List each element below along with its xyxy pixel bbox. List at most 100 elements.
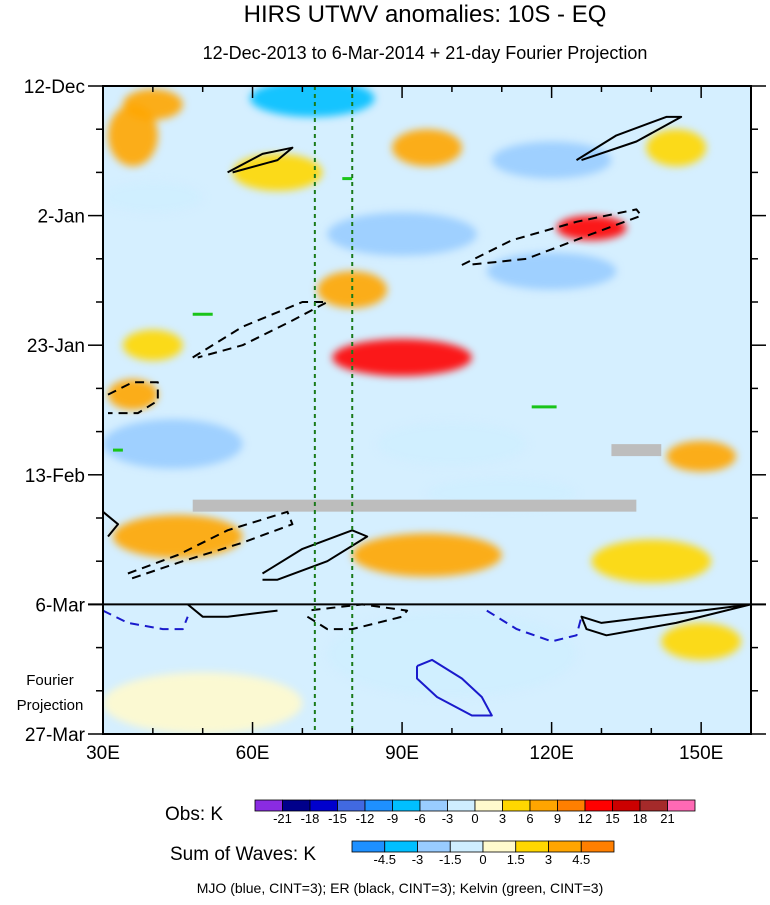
er-contour-6	[127, 510, 294, 581]
anomaly-cell-9	[327, 212, 477, 256]
legend-obs-swatch-6	[419, 799, 448, 812]
legend-obs-swatch-7	[447, 799, 476, 812]
anomaly-cell-6	[491, 141, 612, 179]
legend-obs-level-6: -3	[442, 811, 454, 826]
legend-obs-swatch-8	[474, 799, 503, 812]
y-tick-label-63: 13-Feb	[25, 466, 85, 487]
legend-waves-level-4: 1.5	[507, 852, 525, 867]
anomaly-cell-22	[327, 610, 577, 697]
er-contour-5	[103, 511, 119, 538]
legend-obs-level-2: -15	[328, 811, 347, 826]
y-tick-label-84: 6-Mar	[35, 595, 85, 616]
x-axis: 30E 60E 90E 120E 150E	[86, 86, 752, 764]
mjo-contour-12	[486, 609, 583, 643]
legend-obs-swatch-12	[584, 799, 613, 812]
legend-obs-level-1: -18	[301, 811, 320, 826]
legend-waves-swatch-2	[417, 840, 451, 853]
anomaly-cell-20	[591, 539, 712, 583]
anomaly-cell-5	[232, 153, 323, 191]
legend-waves-swatch-1	[384, 840, 418, 853]
legend-obs-swatch-13	[612, 799, 641, 812]
legend-waves-swatch-6	[548, 840, 582, 853]
chart-subtitle: 12-Dec-2013 to 6-Mar-2014 + 21-day Fouri…	[203, 43, 648, 63]
legend-obs: -21 -18 -15 -12 -9 -6 -3 0 3 6 9 12 15 18 21	[254, 799, 696, 826]
anomaly-cell-7	[103, 181, 203, 213]
legend-obs-level-3: -12	[356, 811, 375, 826]
legend-waves-label: Sum of Waves: K	[170, 844, 316, 865]
legend-obs-level-5: -6	[414, 811, 426, 826]
anomaly-cell-23	[661, 622, 742, 660]
anomaly-cell-16	[666, 440, 737, 472]
legend-waves-swatch-3	[449, 840, 484, 853]
legend-waves-swatch-5	[515, 840, 549, 853]
legend-waves-level-6: 4.5	[572, 852, 590, 867]
anomaly-field	[103, 86, 742, 734]
legend-waves-swatch-4	[482, 840, 517, 853]
anomaly-cell-17	[377, 422, 527, 466]
projection-label-line2: Projection	[17, 697, 84, 714]
y-tick-label-21: 2-Jan	[37, 207, 85, 228]
legend-obs-level-14: 21	[660, 811, 674, 826]
legend-waves-level-0: -4.5	[374, 852, 396, 867]
x-tick-label-60: 60E	[236, 743, 270, 764]
legend-waves-swatch-0	[351, 840, 386, 853]
legend-waves-swatch-7	[580, 840, 615, 853]
chart-title: HIRS UTWV anomalies: 10S - EQ	[244, 1, 607, 28]
legend-obs-swatch-1	[282, 799, 311, 812]
legend-obs-level-8: 3	[499, 811, 506, 826]
er-contour-0	[227, 146, 294, 174]
y-tick-label-105: 27-Mar	[25, 725, 86, 746]
legend-obs-level-7: 0	[471, 811, 478, 826]
legend-obs-level-10: 9	[554, 811, 561, 826]
legend-obs-swatch-10	[529, 799, 558, 812]
legend-obs-swatch-9	[502, 799, 531, 812]
anomaly-cell-12	[332, 339, 472, 377]
legend-obs-swatch-15	[667, 799, 696, 812]
anomaly-cell-3	[392, 129, 462, 167]
anomaly-cell-13	[122, 329, 183, 361]
legend-obs-level-12: 15	[605, 811, 619, 826]
anomaly-cell-24	[103, 672, 303, 734]
legend-obs-level-4: -9	[387, 811, 399, 826]
legend-waves: -4.5 -3 -1.5 0 1.5 3 4.5	[351, 840, 615, 867]
mjo-contour-13	[416, 658, 493, 717]
x-tick-label-150: 150E	[679, 743, 723, 764]
er-contour-3	[192, 301, 329, 359]
legend-obs-level-9: 6	[526, 811, 533, 826]
anomaly-cell-15	[103, 419, 243, 469]
er-contour-9	[187, 603, 278, 618]
legend-waves-level-2: -1.5	[439, 852, 461, 867]
missing-data	[192, 444, 662, 512]
legend-obs-swatch-14	[639, 799, 668, 812]
plot-area	[103, 86, 751, 734]
x-tick-label-120: 120E	[529, 743, 573, 764]
legend-obs-swatch-0	[254, 799, 283, 812]
legend-obs-label: Obs: K	[165, 804, 223, 825]
anomaly-cell-18	[112, 514, 243, 559]
missing-data-bar-1	[611, 444, 662, 457]
y-tick-label-0: 12-Dec	[24, 77, 85, 98]
legend-obs-swatch-11	[557, 799, 586, 812]
legend-obs-swatch-3	[337, 799, 366, 812]
er-contour-7	[261, 529, 369, 581]
legend-waves-level-1: -3	[412, 852, 424, 867]
anomaly-cell-0	[250, 86, 375, 117]
x-tick-label-90: 90E	[385, 743, 419, 764]
missing-data-bar-0	[192, 499, 637, 512]
plot-frame	[102, 85, 752, 735]
anomaly-cell-11	[486, 252, 617, 290]
x-tick-label-30: 30E	[86, 743, 120, 764]
er-contour-1	[575, 115, 683, 162]
projection-label-line1: Fourier	[26, 672, 74, 689]
er-contour-10	[580, 603, 751, 637]
reference-lines	[313, 86, 354, 734]
legend-obs-swatch-5	[392, 799, 421, 812]
legend-obs-swatch-4	[364, 799, 393, 812]
mjo-contour-11	[103, 609, 189, 631]
anomaly-cell-2	[107, 104, 158, 167]
er-contour-2	[461, 208, 643, 266]
footnote: MJO (blue, CINT=3); ER (black, CINT=3); …	[197, 880, 604, 896]
legend-obs-swatch-2	[309, 799, 338, 812]
anomaly-cell-4	[646, 129, 707, 167]
